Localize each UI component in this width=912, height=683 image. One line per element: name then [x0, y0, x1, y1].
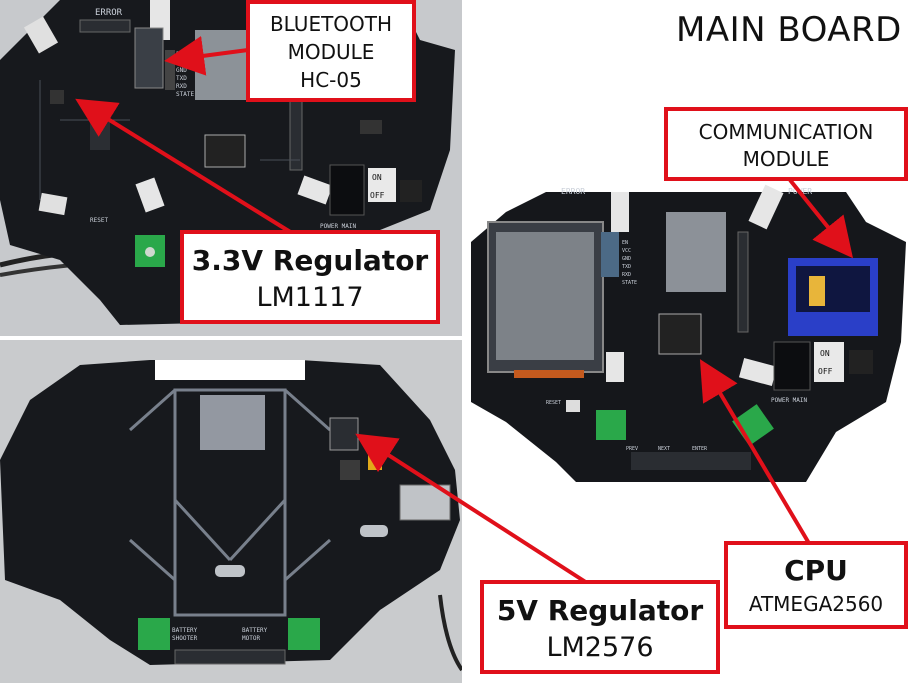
svg-text:POWER MAIN: POWER MAIN	[320, 223, 357, 230]
svg-text:RXD: RXD	[622, 272, 631, 278]
svg-text:VCC: VCC	[176, 59, 187, 66]
svg-text:ERROR: ERROR	[561, 187, 585, 196]
label-regulator-5v: 5V Regulator LM2576	[480, 580, 720, 674]
svg-text:EN: EN	[176, 51, 184, 58]
label-reg5-line1: 5V Regulator	[496, 594, 704, 627]
board-right-illustration: ERROR POWER EN VCC GND TXD RXD STATE ON …	[471, 184, 906, 482]
label-reg33-line2: LM1117	[256, 282, 364, 313]
label-reg33-line1: 3.3V Regulator	[191, 244, 429, 277]
svg-text:RXD: RXD	[176, 83, 187, 90]
divider-horizontal	[0, 336, 466, 340]
svg-text:BATTERY: BATTERY	[242, 627, 268, 634]
svg-text:OFF: OFF	[818, 367, 833, 376]
svg-text:NEXT: NEXT	[658, 446, 670, 452]
svg-text:PREV: PREV	[626, 446, 638, 452]
svg-text:GND: GND	[622, 256, 631, 262]
label-bluetooth-line1: BLUETOOTH	[269, 12, 393, 36]
board-bottom-illustration: BATTERY SHOOTER BATTERY MOTOR	[0, 340, 462, 683]
photo-right-board: ERROR POWER EN VCC GND TXD RXD STATE ON …	[466, 182, 912, 520]
label-bluetooth-module: BLUETOOTH MODULE HC-05	[246, 0, 416, 102]
svg-text:TXD: TXD	[176, 75, 187, 82]
label-reg5-line2: LM2576	[546, 632, 654, 663]
label-communication-line1: COMMUNICATION	[698, 120, 874, 144]
svg-text:ENTER: ENTER	[692, 446, 708, 452]
svg-text:VCC: VCC	[622, 248, 631, 254]
svg-text:TXD: TXD	[622, 264, 631, 270]
page-title: MAIN BOARD	[676, 10, 902, 50]
svg-text:MOTOR: MOTOR	[242, 635, 260, 642]
svg-text:STATE: STATE	[622, 280, 637, 286]
silk-error-top: ERROR	[95, 8, 123, 18]
label-bluetooth-line3: HC-05	[300, 68, 362, 92]
svg-text:GND: GND	[176, 67, 187, 74]
label-bluetooth-line2: MODULE	[287, 40, 375, 64]
divider-vertical	[462, 0, 466, 683]
svg-text:EN: EN	[622, 240, 628, 246]
svg-text:ON: ON	[820, 349, 830, 358]
label-cpu: CPU ATMEGA2560	[724, 541, 908, 629]
label-regulator-3v3: 3.3V Regulator LM1117	[180, 230, 440, 324]
svg-text:STATE: STATE	[176, 91, 194, 98]
svg-text:POWER MAIN: POWER MAIN	[771, 397, 808, 404]
svg-text:POWER: POWER	[788, 187, 812, 196]
svg-text:RESET: RESET	[90, 217, 108, 224]
svg-text:SHOOTER: SHOOTER	[172, 635, 198, 642]
label-cpu-line1: CPU	[784, 554, 848, 587]
svg-text:OFF: OFF	[370, 191, 385, 200]
svg-text:ON: ON	[372, 173, 382, 182]
svg-text:RESET: RESET	[546, 400, 561, 406]
label-communication-module: COMMUNICATION MODULE	[664, 107, 908, 181]
label-cpu-line2: ATMEGA2560	[748, 592, 884, 616]
photo-bottom-left-board: BATTERY SHOOTER BATTERY MOTOR	[0, 340, 462, 683]
svg-text:BATTERY: BATTERY	[172, 627, 198, 634]
label-communication-line2: MODULE	[742, 147, 830, 171]
